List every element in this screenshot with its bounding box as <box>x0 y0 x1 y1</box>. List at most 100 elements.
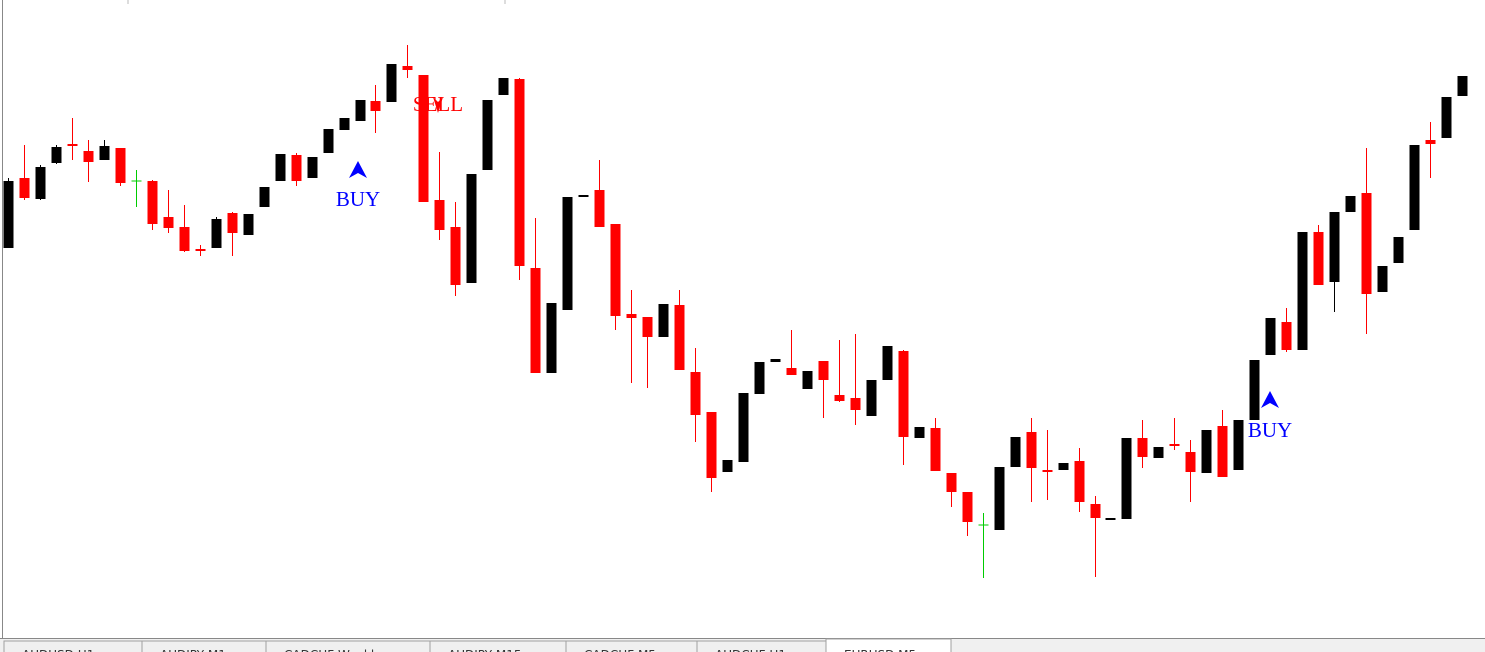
candle-body <box>339 118 350 130</box>
candle-body <box>818 361 829 380</box>
candle-body <box>115 148 126 183</box>
tab-label[interactable]: AUDJPY,M1 <box>160 648 226 652</box>
candle-body <box>355 100 366 121</box>
candle-body <box>514 79 525 266</box>
candle-body <box>1217 426 1228 477</box>
tab-active[interactable] <box>825 638 952 652</box>
candle-body <box>802 371 813 389</box>
candle-body <box>1265 318 1276 355</box>
candle-body <box>1026 432 1037 468</box>
tab-label[interactable]: AUDJPY,M15 <box>448 648 522 652</box>
candle-body <box>466 174 477 283</box>
candle-body <box>1313 232 1324 285</box>
candle-body <box>67 144 78 146</box>
tab-label[interactable]: AUDCHF,H1 <box>715 648 786 652</box>
candle-body <box>1169 444 1180 446</box>
tab-label[interactable]: CADCHF,M5 <box>584 648 656 652</box>
candle-body <box>1409 145 1420 230</box>
candle-body <box>562 197 573 310</box>
candle-body <box>195 249 206 251</box>
candle-body <box>850 398 861 410</box>
candle-body <box>1090 504 1101 518</box>
candle-body <box>1329 212 1340 282</box>
candle-body <box>386 64 397 102</box>
candle-body <box>1042 470 1053 472</box>
candle-body <box>946 473 957 492</box>
candle-body <box>1058 463 1069 470</box>
candle-body <box>594 190 605 227</box>
candle-body <box>882 346 893 380</box>
candle-body <box>307 157 318 178</box>
candle-body <box>243 214 254 235</box>
candle-body <box>211 219 222 248</box>
candle-body <box>1441 97 1452 138</box>
candle-body <box>930 428 941 471</box>
candle-body <box>323 129 334 153</box>
signal-arrow <box>349 161 367 178</box>
candle-body <box>179 227 190 251</box>
candle-body <box>147 181 158 224</box>
candle-body <box>51 147 62 163</box>
candle-body <box>546 303 557 373</box>
candle-body <box>1281 322 1292 350</box>
candle-body <box>914 427 925 438</box>
candle-body <box>275 154 286 181</box>
signal-label: SELL <box>413 92 463 116</box>
candle-body <box>722 460 733 472</box>
signal-label: BUY <box>1248 418 1292 442</box>
candle-body <box>610 224 621 316</box>
candle-body <box>1361 193 1372 294</box>
candle-body <box>1074 461 1085 502</box>
candle-body <box>738 393 749 462</box>
signal-arrow <box>1261 391 1279 408</box>
candle-body <box>1377 266 1388 292</box>
tab-label[interactable]: CADCHF,Weekly <box>284 648 381 652</box>
candle-body <box>1393 237 1404 263</box>
candle-body <box>1105 518 1116 520</box>
candle-body <box>1297 232 1308 350</box>
candle-body <box>1137 438 1148 457</box>
signal-label: BUY <box>336 187 380 211</box>
candle-body <box>578 195 589 197</box>
candle-body <box>834 395 845 401</box>
candle-body <box>962 492 973 522</box>
candle-body <box>227 213 238 233</box>
candle-body <box>498 78 509 95</box>
tab-label[interactable]: AUDUSD,H1 <box>22 648 94 652</box>
candle-body <box>994 467 1005 530</box>
candle-body <box>1425 140 1436 144</box>
candle-body <box>754 362 765 394</box>
candle-body <box>690 372 701 415</box>
candle-body <box>450 227 461 285</box>
candle-body <box>83 151 94 162</box>
candle-body <box>530 268 541 373</box>
annotations: BUY SELL BUY <box>336 92 1292 442</box>
candle-body <box>291 155 302 181</box>
candle-body <box>402 66 413 70</box>
tabs: AUDUSD,H1 AUDJPY,M1 CADCHF,Weekly AUDJPY,M1… <box>3 638 952 652</box>
candle-body <box>770 359 781 362</box>
candle-body <box>706 412 717 478</box>
candle-body <box>418 75 429 202</box>
tab-label[interactable]: EURUSD,M5 <box>844 648 916 652</box>
candle-body <box>1457 76 1468 96</box>
candle-body <box>1153 447 1164 458</box>
signal-arrow <box>433 97 443 113</box>
candle-body <box>259 187 270 207</box>
candle-body <box>35 167 46 199</box>
candle-body <box>642 317 653 337</box>
candle-body <box>866 380 877 416</box>
candle-body <box>1010 437 1021 467</box>
candle-body <box>99 146 110 160</box>
candle-body <box>1233 420 1244 470</box>
candle-body <box>674 305 685 370</box>
candle-body <box>370 101 381 111</box>
candle-body <box>1249 360 1260 420</box>
candle-body <box>434 200 445 230</box>
candle-body <box>3 181 14 248</box>
candle-body <box>658 304 669 337</box>
candle-body <box>786 368 797 375</box>
candle-body <box>898 351 909 437</box>
